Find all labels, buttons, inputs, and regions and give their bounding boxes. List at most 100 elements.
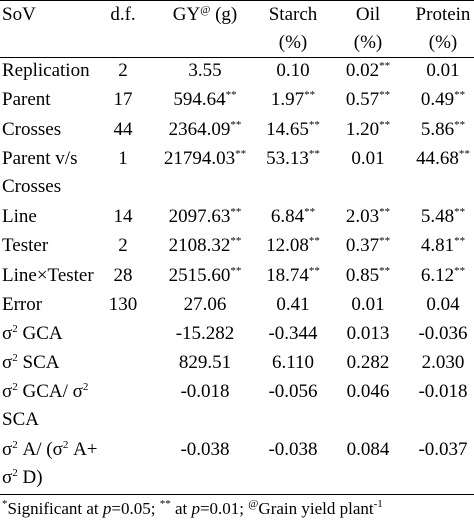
sov-cell: Parent v/s	[2, 148, 78, 169]
sov-cell-continued: σ2 D)	[2, 467, 43, 488]
sov-cell: σ2 GCA	[2, 323, 63, 344]
table-row: Line 14 2097.63** 6.84** 2.03** 5.48**	[0, 203, 474, 231]
sov-cell: σ2 GCA/ σ2	[2, 381, 89, 402]
table-row: Line×Tester 28 2515.60** 18.74** 0.85** …	[0, 262, 474, 290]
starch-cell: 6.110	[271, 352, 315, 373]
sov-cell: σ2 SCA	[2, 352, 60, 373]
table-row: Tester 2 2108.32** 12.08** 0.37** 4.81**	[0, 232, 474, 260]
gy-cell: 27.06	[183, 294, 227, 315]
table-row: Error 130 27.06 0.41 0.01 0.04	[0, 291, 474, 319]
gy-cell: 3.55	[188, 60, 222, 81]
oil-cell: 0.282	[346, 352, 390, 373]
protein-cell: 44.68**	[416, 148, 470, 169]
oil-cell: 1.20**	[345, 119, 391, 140]
protein-cell: 0.49**	[420, 89, 466, 110]
protein-cell: 4.81**	[420, 235, 466, 256]
sov-cell: Replication	[2, 60, 90, 81]
table-row: σ2 GCA/ σ2 -0.018 -0.056 0.046 -0.018	[0, 378, 474, 406]
protein-cell: -0.036	[418, 323, 468, 344]
gy-cell: 2097.63**	[168, 206, 242, 227]
gy-cell: -0.038	[180, 439, 230, 460]
protein-cell: 6.12**	[420, 265, 466, 286]
table-row-continuation: Crosses	[0, 173, 474, 201]
sov-cell: Line×Tester	[2, 265, 94, 286]
sov-cell: Error	[2, 294, 43, 315]
sov-cell: Crosses	[2, 119, 62, 140]
gy-cell: 21794.03**	[163, 148, 247, 169]
starch-cell: 14.65**	[266, 119, 320, 140]
table-row: Parent 17 594.64** 1.97** 0.57** 0.49**	[0, 86, 474, 114]
starch-cell: 0.10	[276, 60, 310, 81]
df-cell: 130	[108, 294, 138, 315]
df-cell: 28	[113, 265, 133, 286]
protein-cell: 0.01	[426, 60, 460, 81]
oil-cell: 0.013	[346, 323, 390, 344]
starch-cell: 0.41	[276, 294, 310, 315]
starch-cell: -0.038	[268, 439, 318, 460]
df-cell: 1	[118, 148, 128, 169]
oil-cell: 0.02**	[345, 60, 391, 81]
protein-cell: 5.86**	[420, 119, 466, 140]
df-cell: 44	[113, 119, 133, 140]
table-footnote: *Significant at p=0.05; ** at p=0.01; @G…	[2, 498, 383, 519]
df-cell: 14	[113, 206, 133, 227]
sov-cell: σ2 A/ (σ2 A+	[2, 439, 98, 460]
oil-cell: 0.85**	[345, 265, 391, 286]
starch-cell: 12.08**	[266, 235, 320, 256]
sov-cell-continued: Crosses	[2, 176, 62, 197]
header-protein: Protein	[415, 4, 471, 25]
header-gy: GY@ (g)	[172, 4, 238, 25]
header-sov: SoV	[2, 4, 36, 25]
oil-cell: 0.37**	[345, 235, 391, 256]
starch-cell: 18.74**	[266, 265, 320, 286]
sov-cell: Line	[2, 206, 37, 227]
starch-cell: -0.344	[268, 323, 318, 344]
protein-cell: 0.04	[426, 294, 460, 315]
table-header-row: SoV d.f. GY@ (g) Starch Oil Protein	[0, 1, 474, 29]
gy-cell: -15.282	[175, 323, 235, 344]
starch-cell: -0.056	[268, 381, 318, 402]
protein-cell: 5.48**	[420, 206, 466, 227]
table-row: Replication 2 3.55 0.10 0.02** 0.01	[0, 57, 474, 85]
oil-cell: 0.01	[351, 148, 385, 169]
protein-cell: 2.030	[421, 352, 465, 373]
gy-cell: 2515.60**	[168, 265, 242, 286]
table-row: σ2 A/ (σ2 A+ -0.038 -0.038 0.084 -0.037	[0, 436, 474, 464]
table-row: Crosses 44 2364.09** 14.65** 1.20** 5.86…	[0, 116, 474, 144]
table-bottom-rule	[0, 494, 474, 495]
header-oil-unit: (%)	[353, 32, 383, 53]
sov-cell: Tester	[2, 235, 49, 256]
gy-cell: -0.018	[180, 381, 230, 402]
header-oil: Oil	[355, 4, 381, 25]
gy-cell: 594.64**	[173, 89, 237, 110]
sov-cell: Parent	[2, 89, 51, 110]
oil-cell: 0.084	[346, 439, 390, 460]
header-protein-unit: (%)	[428, 32, 458, 53]
oil-cell: 0.046	[346, 381, 390, 402]
oil-cell: 2.03**	[345, 206, 391, 227]
table-row: Parent v/s 1 21794.03** 53.13** 0.01 44.…	[0, 145, 474, 173]
df-cell: 17	[113, 89, 133, 110]
starch-cell: 53.13**	[266, 148, 320, 169]
table-header-units-row: (%) (%) (%)	[0, 29, 474, 57]
gy-cell: 2364.09**	[168, 119, 242, 140]
table-row: σ2 SCA 829.51 6.110 0.282 2.030	[0, 349, 474, 377]
protein-cell: -0.018	[418, 381, 468, 402]
oil-cell: 0.01	[351, 294, 385, 315]
table-row-continuation: σ2 D)	[0, 464, 474, 492]
table-row-continuation: SCA	[0, 406, 474, 434]
table-top-rule	[0, 0, 474, 1]
starch-cell: 1.97**	[270, 89, 316, 110]
df-cell: 2	[118, 235, 128, 256]
gy-cell: 829.51	[178, 352, 232, 373]
header-df: d.f.	[110, 4, 136, 25]
starch-cell: 6.84**	[270, 206, 316, 227]
table-row: σ2 GCA -15.282 -0.344 0.013 -0.036	[0, 320, 474, 348]
gy-cell: 2108.32**	[168, 235, 242, 256]
header-starch: Starch	[268, 4, 318, 25]
df-cell: 2	[118, 60, 128, 81]
sov-cell-continued: SCA	[2, 409, 39, 430]
oil-cell: 0.57**	[345, 89, 391, 110]
header-bottom-rule	[0, 57, 474, 58]
protein-cell: -0.037	[418, 439, 468, 460]
